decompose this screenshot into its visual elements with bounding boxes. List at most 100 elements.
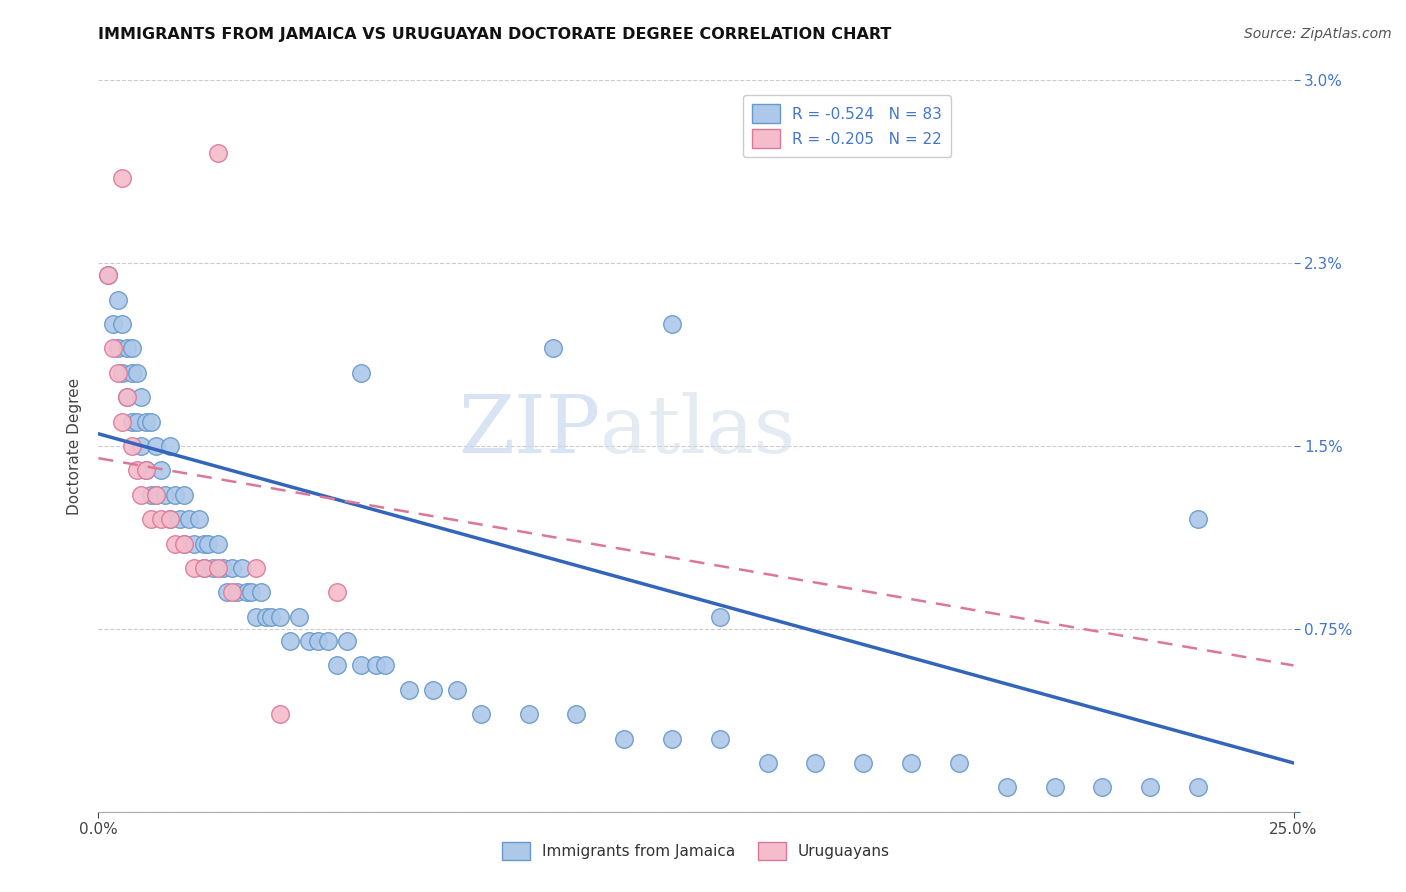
- Uruguayans: [221, 585, 243, 599]
- Immigrants from Jamaica: [517, 707, 540, 722]
- Immigrants from Jamaica: [1043, 780, 1066, 795]
- Uruguayans: [183, 561, 205, 575]
- Uruguayans: [245, 561, 267, 575]
- Immigrants from Jamaica: [541, 342, 564, 356]
- Immigrants from Jamaica: [131, 439, 153, 453]
- Y-axis label: Doctorate Degree: Doctorate Degree: [67, 377, 83, 515]
- Immigrants from Jamaica: [661, 317, 683, 331]
- Immigrants from Jamaica: [1091, 780, 1114, 795]
- Immigrants from Jamaica: [202, 561, 225, 575]
- Immigrants from Jamaica: [948, 756, 970, 770]
- Immigrants from Jamaica: [211, 561, 233, 575]
- Uruguayans: [101, 342, 124, 356]
- Immigrants from Jamaica: [159, 512, 181, 526]
- Immigrants from Jamaica: [446, 682, 468, 697]
- Uruguayans: [125, 463, 148, 477]
- Immigrants from Jamaica: [245, 609, 267, 624]
- Uruguayans: [163, 536, 186, 550]
- Immigrants from Jamaica: [183, 536, 205, 550]
- Immigrants from Jamaica: [995, 780, 1018, 795]
- Immigrants from Jamaica: [145, 488, 167, 502]
- Immigrants from Jamaica: [173, 536, 195, 550]
- Uruguayans: [173, 536, 195, 550]
- Immigrants from Jamaica: [613, 731, 636, 746]
- Immigrants from Jamaica: [231, 561, 253, 575]
- Immigrants from Jamaica: [187, 512, 209, 526]
- Immigrants from Jamaica: [125, 366, 148, 380]
- Immigrants from Jamaica: [111, 317, 134, 331]
- Immigrants from Jamaica: [269, 609, 291, 624]
- Immigrants from Jamaica: [179, 512, 201, 526]
- Immigrants from Jamaica: [121, 415, 143, 429]
- Text: IMMIGRANTS FROM JAMAICA VS URUGUAYAN DOCTORATE DEGREE CORRELATION CHART: IMMIGRANTS FROM JAMAICA VS URUGUAYAN DOC…: [98, 27, 891, 42]
- Immigrants from Jamaica: [107, 342, 129, 356]
- Uruguayans: [159, 512, 181, 526]
- Immigrants from Jamaica: [565, 707, 588, 722]
- Immigrants from Jamaica: [307, 634, 329, 648]
- Immigrants from Jamaica: [193, 561, 215, 575]
- Legend: Immigrants from Jamaica, Uruguayans: Immigrants from Jamaica, Uruguayans: [496, 836, 896, 866]
- Immigrants from Jamaica: [169, 512, 191, 526]
- Uruguayans: [326, 585, 349, 599]
- Immigrants from Jamaica: [131, 390, 153, 404]
- Text: Source: ZipAtlas.com: Source: ZipAtlas.com: [1244, 27, 1392, 41]
- Immigrants from Jamaica: [135, 415, 157, 429]
- Immigrants from Jamaica: [125, 415, 148, 429]
- Immigrants from Jamaica: [804, 756, 827, 770]
- Immigrants from Jamaica: [422, 682, 444, 697]
- Immigrants from Jamaica: [900, 756, 922, 770]
- Uruguayans: [207, 146, 229, 161]
- Immigrants from Jamaica: [254, 609, 277, 624]
- Uruguayans: [207, 561, 229, 575]
- Immigrants from Jamaica: [852, 756, 875, 770]
- Immigrants from Jamaica: [1187, 512, 1209, 526]
- Immigrants from Jamaica: [107, 293, 129, 307]
- Immigrants from Jamaica: [398, 682, 420, 697]
- Immigrants from Jamaica: [288, 609, 311, 624]
- Immigrants from Jamaica: [226, 585, 249, 599]
- Uruguayans: [115, 390, 138, 404]
- Uruguayans: [135, 463, 157, 477]
- Immigrants from Jamaica: [193, 536, 215, 550]
- Immigrants from Jamaica: [121, 366, 143, 380]
- Text: atlas: atlas: [600, 392, 796, 470]
- Immigrants from Jamaica: [250, 585, 273, 599]
- Immigrants from Jamaica: [149, 463, 172, 477]
- Immigrants from Jamaica: [1139, 780, 1161, 795]
- Uruguayans: [131, 488, 153, 502]
- Immigrants from Jamaica: [374, 658, 396, 673]
- Immigrants from Jamaica: [139, 415, 162, 429]
- Immigrants from Jamaica: [217, 585, 239, 599]
- Text: ZIP: ZIP: [458, 392, 600, 470]
- Immigrants from Jamaica: [97, 268, 120, 283]
- Immigrants from Jamaica: [756, 756, 779, 770]
- Uruguayans: [269, 707, 291, 722]
- Uruguayans: [145, 488, 167, 502]
- Immigrants from Jamaica: [163, 488, 186, 502]
- Immigrants from Jamaica: [235, 585, 257, 599]
- Uruguayans: [139, 512, 162, 526]
- Immigrants from Jamaica: [470, 707, 492, 722]
- Immigrants from Jamaica: [336, 634, 359, 648]
- Immigrants from Jamaica: [350, 366, 373, 380]
- Immigrants from Jamaica: [139, 488, 162, 502]
- Uruguayans: [107, 366, 129, 380]
- Uruguayans: [111, 415, 134, 429]
- Immigrants from Jamaica: [145, 439, 167, 453]
- Immigrants from Jamaica: [101, 317, 124, 331]
- Uruguayans: [193, 561, 215, 575]
- Uruguayans: [149, 512, 172, 526]
- Immigrants from Jamaica: [259, 609, 281, 624]
- Immigrants from Jamaica: [326, 658, 349, 673]
- Immigrants from Jamaica: [1187, 780, 1209, 795]
- Uruguayans: [121, 439, 143, 453]
- Immigrants from Jamaica: [155, 488, 177, 502]
- Immigrants from Jamaica: [197, 536, 219, 550]
- Immigrants from Jamaica: [173, 488, 195, 502]
- Immigrants from Jamaica: [221, 561, 243, 575]
- Immigrants from Jamaica: [709, 609, 731, 624]
- Immigrants from Jamaica: [661, 731, 683, 746]
- Immigrants from Jamaica: [121, 342, 143, 356]
- Uruguayans: [97, 268, 120, 283]
- Immigrants from Jamaica: [115, 390, 138, 404]
